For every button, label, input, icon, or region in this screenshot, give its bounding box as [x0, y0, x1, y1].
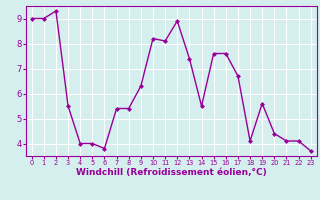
X-axis label: Windchill (Refroidissement éolien,°C): Windchill (Refroidissement éolien,°C): [76, 168, 267, 177]
